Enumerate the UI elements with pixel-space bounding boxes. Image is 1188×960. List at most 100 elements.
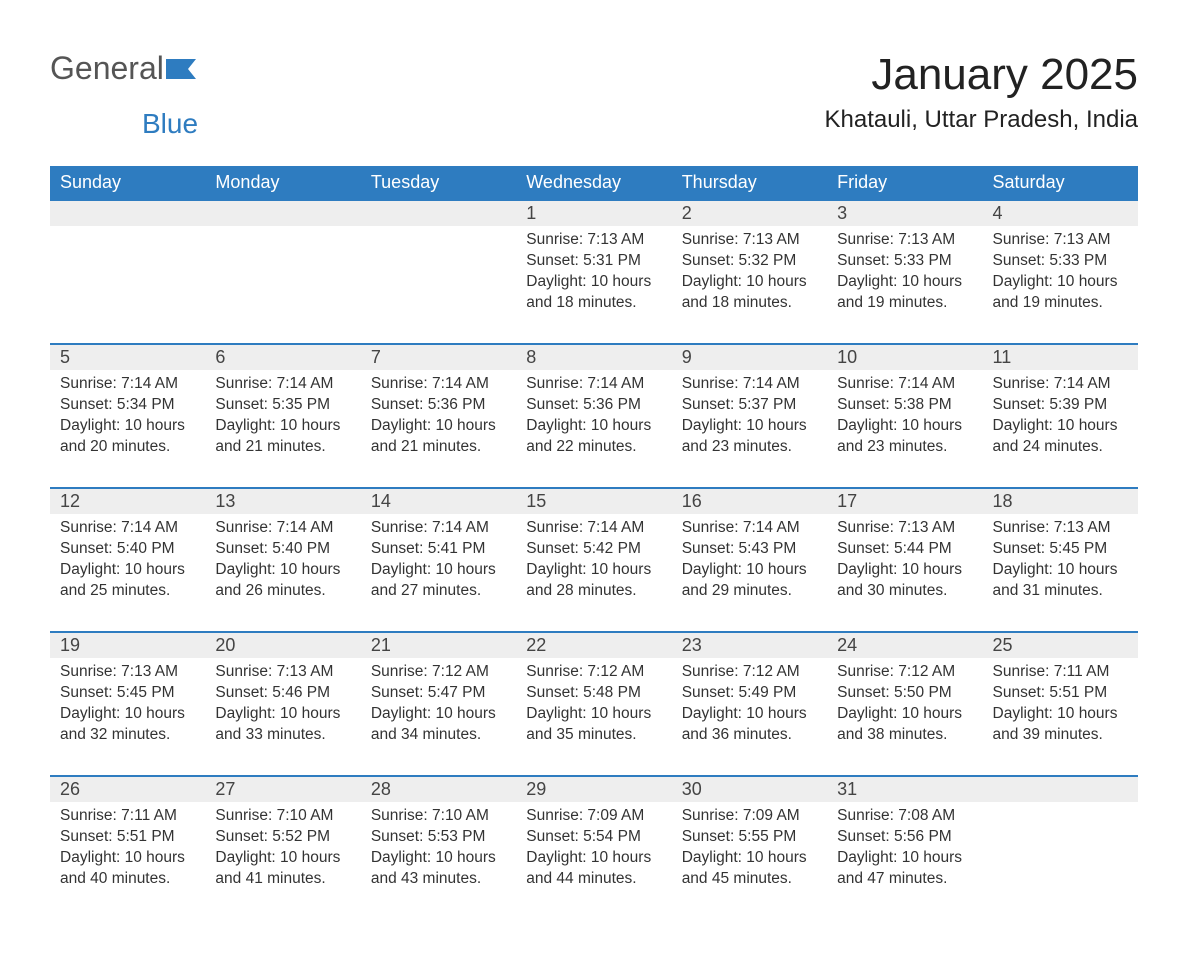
daylight-line: Daylight: 10 hours and 20 minutes. xyxy=(60,416,195,458)
day-number-cell: 16 xyxy=(672,488,827,514)
sunset-line: Sunset: 5:34 PM xyxy=(60,395,195,416)
calendar-table: SundayMondayTuesdayWednesdayThursdayFrid… xyxy=(50,166,1138,920)
sunrise-line: Sunrise: 7:13 AM xyxy=(215,662,350,683)
logo-text-general: General xyxy=(50,50,164,87)
day-content-cell: Sunrise: 7:14 AMSunset: 5:40 PMDaylight:… xyxy=(50,514,205,632)
day-number-cell: 26 xyxy=(50,776,205,802)
sunrise-line: Sunrise: 7:14 AM xyxy=(215,374,350,395)
day-content-cell: Sunrise: 7:14 AMSunset: 5:41 PMDaylight:… xyxy=(361,514,516,632)
logo-flag-icon xyxy=(166,50,196,87)
day-number-cell: 12 xyxy=(50,488,205,514)
daylight-line: Daylight: 10 hours and 19 minutes. xyxy=(837,272,972,314)
daylight-line: Daylight: 10 hours and 32 minutes. xyxy=(60,704,195,746)
sunset-line: Sunset: 5:48 PM xyxy=(526,683,661,704)
sunset-line: Sunset: 5:37 PM xyxy=(682,395,817,416)
day-number-cell: 23 xyxy=(672,632,827,658)
content-row: Sunrise: 7:11 AMSunset: 5:51 PMDaylight:… xyxy=(50,802,1138,920)
sunset-line: Sunset: 5:36 PM xyxy=(526,395,661,416)
day-content-cell: Sunrise: 7:13 AMSunset: 5:46 PMDaylight:… xyxy=(205,658,360,776)
sunrise-line: Sunrise: 7:12 AM xyxy=(371,662,506,683)
day-content-cell xyxy=(205,226,360,344)
day-content-cell: Sunrise: 7:11 AMSunset: 5:51 PMDaylight:… xyxy=(50,802,205,920)
day-content-cell: Sunrise: 7:09 AMSunset: 5:55 PMDaylight:… xyxy=(672,802,827,920)
day-number-cell xyxy=(205,200,360,226)
day-content-cell: Sunrise: 7:13 AMSunset: 5:33 PMDaylight:… xyxy=(983,226,1138,344)
daylight-line: Daylight: 10 hours and 35 minutes. xyxy=(526,704,661,746)
weekday-header: Sunday xyxy=(50,166,205,200)
day-number-cell: 13 xyxy=(205,488,360,514)
daylight-line: Daylight: 10 hours and 27 minutes. xyxy=(371,560,506,602)
weekday-header: Thursday xyxy=(672,166,827,200)
logo: General xyxy=(50,50,196,87)
daylight-line: Daylight: 10 hours and 34 minutes. xyxy=(371,704,506,746)
sunrise-line: Sunrise: 7:13 AM xyxy=(993,230,1128,251)
daylight-line: Daylight: 10 hours and 44 minutes. xyxy=(526,848,661,890)
sunrise-line: Sunrise: 7:12 AM xyxy=(837,662,972,683)
sunset-line: Sunset: 5:32 PM xyxy=(682,251,817,272)
sunrise-line: Sunrise: 7:13 AM xyxy=(837,230,972,251)
daylight-line: Daylight: 10 hours and 25 minutes. xyxy=(60,560,195,602)
sunset-line: Sunset: 5:45 PM xyxy=(60,683,195,704)
day-content-cell: Sunrise: 7:13 AMSunset: 5:44 PMDaylight:… xyxy=(827,514,982,632)
content-row: Sunrise: 7:14 AMSunset: 5:34 PMDaylight:… xyxy=(50,370,1138,488)
daylight-line: Daylight: 10 hours and 21 minutes. xyxy=(215,416,350,458)
sunset-line: Sunset: 5:40 PM xyxy=(215,539,350,560)
daylight-line: Daylight: 10 hours and 47 minutes. xyxy=(837,848,972,890)
sunrise-line: Sunrise: 7:11 AM xyxy=(60,806,195,827)
daylight-line: Daylight: 10 hours and 38 minutes. xyxy=(837,704,972,746)
sunset-line: Sunset: 5:45 PM xyxy=(993,539,1128,560)
sunrise-line: Sunrise: 7:12 AM xyxy=(526,662,661,683)
sunset-line: Sunset: 5:50 PM xyxy=(837,683,972,704)
daylight-line: Daylight: 10 hours and 39 minutes. xyxy=(993,704,1128,746)
weekday-header: Wednesday xyxy=(516,166,671,200)
day-content-cell: Sunrise: 7:08 AMSunset: 5:56 PMDaylight:… xyxy=(827,802,982,920)
sunrise-line: Sunrise: 7:13 AM xyxy=(993,518,1128,539)
day-content-cell: Sunrise: 7:13 AMSunset: 5:33 PMDaylight:… xyxy=(827,226,982,344)
sunset-line: Sunset: 5:39 PM xyxy=(993,395,1128,416)
daylight-line: Daylight: 10 hours and 28 minutes. xyxy=(526,560,661,602)
day-content-cell: Sunrise: 7:10 AMSunset: 5:53 PMDaylight:… xyxy=(361,802,516,920)
weekday-header: Monday xyxy=(205,166,360,200)
day-content-cell: Sunrise: 7:13 AMSunset: 5:45 PMDaylight:… xyxy=(50,658,205,776)
day-number-cell: 4 xyxy=(983,200,1138,226)
day-number-cell: 24 xyxy=(827,632,982,658)
sunset-line: Sunset: 5:33 PM xyxy=(993,251,1128,272)
sunset-line: Sunset: 5:54 PM xyxy=(526,827,661,848)
content-row: Sunrise: 7:13 AMSunset: 5:31 PMDaylight:… xyxy=(50,226,1138,344)
day-content-cell: Sunrise: 7:14 AMSunset: 5:35 PMDaylight:… xyxy=(205,370,360,488)
day-content-cell: Sunrise: 7:13 AMSunset: 5:45 PMDaylight:… xyxy=(983,514,1138,632)
sunrise-line: Sunrise: 7:14 AM xyxy=(60,374,195,395)
day-content-cell xyxy=(983,802,1138,920)
day-number-cell xyxy=(983,776,1138,802)
sunset-line: Sunset: 5:56 PM xyxy=(837,827,972,848)
daylight-line: Daylight: 10 hours and 22 minutes. xyxy=(526,416,661,458)
day-content-cell: Sunrise: 7:12 AMSunset: 5:49 PMDaylight:… xyxy=(672,658,827,776)
day-content-cell xyxy=(361,226,516,344)
day-number-cell: 30 xyxy=(672,776,827,802)
sunrise-line: Sunrise: 7:14 AM xyxy=(526,374,661,395)
sunset-line: Sunset: 5:33 PM xyxy=(837,251,972,272)
day-number-cell: 14 xyxy=(361,488,516,514)
daynum-row: 12131415161718 xyxy=(50,488,1138,514)
daylight-line: Daylight: 10 hours and 18 minutes. xyxy=(682,272,817,314)
sunset-line: Sunset: 5:41 PM xyxy=(371,539,506,560)
day-number-cell: 25 xyxy=(983,632,1138,658)
daylight-line: Daylight: 10 hours and 40 minutes. xyxy=(60,848,195,890)
day-content-cell: Sunrise: 7:14 AMSunset: 5:38 PMDaylight:… xyxy=(827,370,982,488)
day-number-cell: 11 xyxy=(983,344,1138,370)
sunrise-line: Sunrise: 7:14 AM xyxy=(215,518,350,539)
daylight-line: Daylight: 10 hours and 33 minutes. xyxy=(215,704,350,746)
sunset-line: Sunset: 5:38 PM xyxy=(837,395,972,416)
sunset-line: Sunset: 5:36 PM xyxy=(371,395,506,416)
sunset-line: Sunset: 5:43 PM xyxy=(682,539,817,560)
day-number-cell: 5 xyxy=(50,344,205,370)
day-content-cell: Sunrise: 7:14 AMSunset: 5:36 PMDaylight:… xyxy=(361,370,516,488)
day-content-cell: Sunrise: 7:14 AMSunset: 5:34 PMDaylight:… xyxy=(50,370,205,488)
day-number-cell: 9 xyxy=(672,344,827,370)
sunrise-line: Sunrise: 7:14 AM xyxy=(682,518,817,539)
calendar-body: 1234Sunrise: 7:13 AMSunset: 5:31 PMDayli… xyxy=(50,200,1138,920)
day-number-cell: 18 xyxy=(983,488,1138,514)
daylight-line: Daylight: 10 hours and 30 minutes. xyxy=(837,560,972,602)
daylight-line: Daylight: 10 hours and 31 minutes. xyxy=(993,560,1128,602)
sunset-line: Sunset: 5:40 PM xyxy=(60,539,195,560)
